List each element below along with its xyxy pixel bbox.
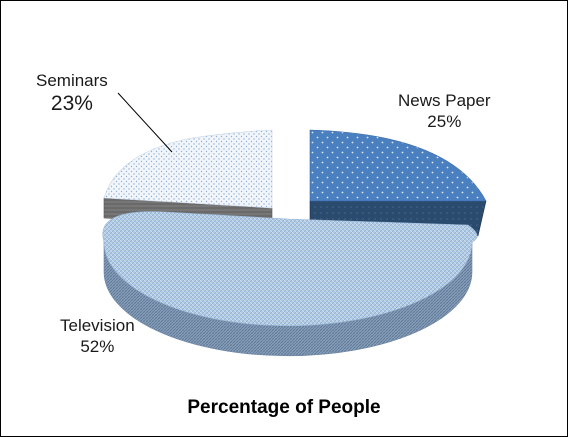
slice-seminars-top [103,129,273,209]
seminars-leader-line [117,92,173,153]
label-seminars-name: Seminars [36,71,108,90]
label-television-name: Television [60,316,135,335]
slice-television [102,211,478,357]
label-newspaper: News Paper 25% [398,90,491,133]
label-newspaper-name: News Paper [398,91,491,110]
label-newspaper-percent: 25% [427,112,462,132]
label-seminars: Seminars 23% [36,70,108,118]
slice-television-top [102,211,478,327]
label-seminars-percent: 23% [50,92,93,116]
label-television-percent: 52% [80,337,115,357]
chart-title: Percentage of People [187,397,381,418]
slice-newspaper-top [309,129,487,202]
label-television: Television 52% [60,315,135,358]
slice-newspaper [309,129,487,237]
